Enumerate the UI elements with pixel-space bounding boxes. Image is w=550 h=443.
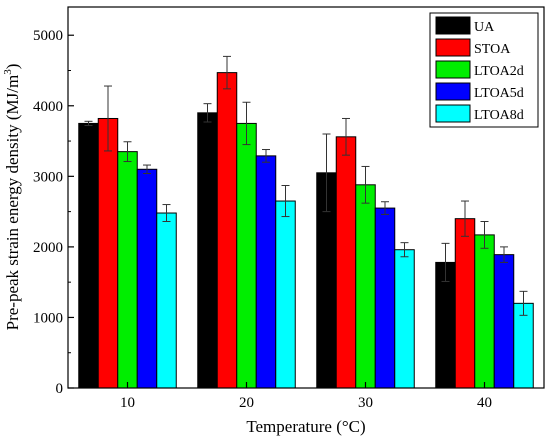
legend-swatch-ltoa8d <box>435 104 471 123</box>
legend-swatch-ltoa5d <box>435 82 471 101</box>
error-bar-ua-10 <box>84 120 93 127</box>
y-axis-title: Pre-peak strain energy density (MJ/m3) <box>2 64 22 331</box>
y-tick-label: 5000 <box>33 28 63 44</box>
error-bar-ua-20 <box>203 103 212 123</box>
y-axis-title-superscript: 3 <box>2 69 14 75</box>
x-axis-title: Temperature (°C) <box>246 417 365 436</box>
bars-layer <box>78 72 534 389</box>
error-bar-stoa-30 <box>342 117 350 156</box>
bar-stoa-30 <box>335 136 357 389</box>
bar-stoa-20 <box>216 72 238 389</box>
bar-ltoa2d-10 <box>117 151 138 389</box>
x-tick-label: 40 <box>477 395 492 411</box>
error-bar-ltoa5d-30 <box>381 201 389 215</box>
legend-label-ltoa8d: LTOA8d <box>474 108 524 123</box>
error-bar-ltoa5d-20 <box>262 149 270 163</box>
bar-ltoa2d-30 <box>355 184 376 389</box>
bar-ltoa8d-20 <box>275 200 296 389</box>
y-axis-title-main: Pre-peak strain energy density (MJ/m <box>3 75 22 331</box>
error-bar-ltoa2d-20 <box>242 101 251 146</box>
y-axis-title-close: ) <box>3 64 22 70</box>
error-bar-ua-30 <box>322 133 331 213</box>
error-bar-ltoa8d-40 <box>519 290 528 316</box>
bar-ltoa5d-40 <box>493 254 515 389</box>
legend-swatch-stoa <box>435 38 471 57</box>
x-tick-label: 30 <box>358 395 373 411</box>
legend-swatch-ltoa2d <box>435 60 471 79</box>
error-bars-layer <box>84 55 528 316</box>
y-tick-label: 1000 <box>33 310 63 326</box>
bar-ltoa8d-40 <box>513 302 534 389</box>
legend: UA STOA LTOA2d LTOA5d LTOA8d <box>429 12 539 128</box>
bar-stoa-40 <box>454 218 476 389</box>
bar-ltoa5d-20 <box>255 155 277 389</box>
error-bar-ltoa8d-20 <box>281 185 290 218</box>
error-bar-ltoa2d-40 <box>480 220 489 249</box>
error-bar-ltoa2d-30 <box>361 165 370 204</box>
error-bar-ltoa5d-40 <box>500 246 508 263</box>
y-tick-label: 2000 <box>33 240 63 256</box>
error-bar-ltoa5d-10 <box>143 164 151 175</box>
error-bar-ua-40 <box>441 242 450 282</box>
legend-label-ltoa5d: LTOA5d <box>474 86 524 101</box>
x-tick-label: 20 <box>239 395 254 411</box>
bar-ltoa8d-10 <box>156 212 177 389</box>
legend-swatch-ua <box>435 16 471 35</box>
y-tick-label: 4000 <box>33 99 63 115</box>
bar-ltoa2d-20 <box>236 122 257 389</box>
error-bar-ltoa2d-10 <box>123 141 132 163</box>
error-bar-stoa-20 <box>223 55 231 90</box>
error-bar-ltoa8d-10 <box>162 204 171 222</box>
axes-layer: 0 1000 2000 3000 4000 5000 10 20 30 40 <box>33 28 492 411</box>
legend-label-ua: UA <box>474 20 495 35</box>
error-bar-stoa-10 <box>104 85 112 152</box>
x-tick-label: 10 <box>120 395 135 411</box>
bar-ltoa8d-30 <box>394 249 415 389</box>
y-tick-label: 0 <box>56 381 64 397</box>
y-tick-label: 3000 <box>33 169 63 185</box>
plot-frame <box>67 6 545 389</box>
legend-label-ltoa2d: LTOA2d <box>474 64 524 79</box>
bar-ua-20 <box>197 112 218 389</box>
bar-ltoa5d-10 <box>136 168 158 389</box>
bar-stoa-10 <box>97 117 119 389</box>
bar-ua-10 <box>78 122 99 389</box>
bar-ltoa2d-40 <box>474 234 495 389</box>
legend-label-stoa: STOA <box>474 42 511 57</box>
bar-ltoa5d-30 <box>374 207 396 389</box>
error-bar-stoa-40 <box>461 200 469 237</box>
error-bar-ltoa8d-30 <box>400 242 409 258</box>
